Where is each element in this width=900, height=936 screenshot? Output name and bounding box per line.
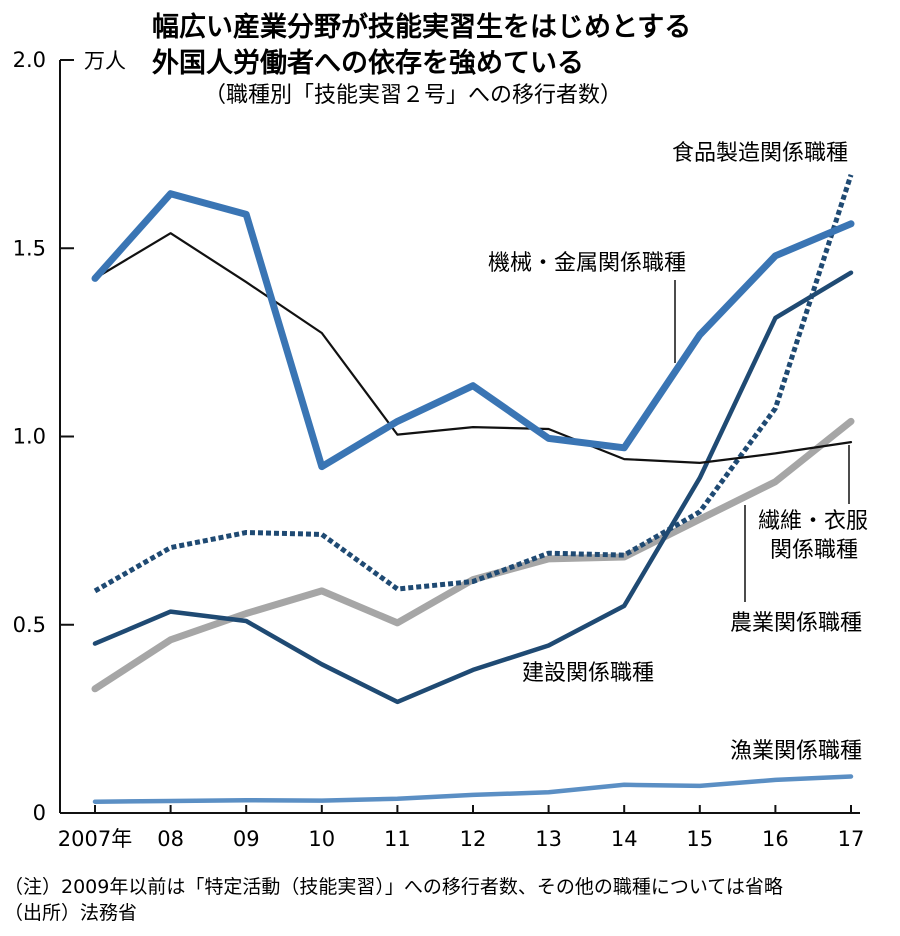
x-tick-label-9: 16 xyxy=(762,827,789,851)
chart-subtitle: （職種別「技能実習２号」への移行者数） xyxy=(204,83,622,108)
series-line-textile xyxy=(93,232,853,464)
series-line-fishery xyxy=(92,774,854,804)
y-unit-label: 万人 xyxy=(84,49,126,73)
x-tick-label-7: 14 xyxy=(611,827,638,851)
x-tick-label-2: 09 xyxy=(233,827,260,851)
series-line-machinery xyxy=(91,190,855,471)
x-tick-label-8: 15 xyxy=(686,827,713,851)
x-tick-label-4: 11 xyxy=(384,827,411,851)
chart-title-line-1: 幅広い産業分野が技能実習生をはじめとする xyxy=(152,11,691,43)
x-tick-label-6: 13 xyxy=(535,827,562,851)
series-label-textile-line-1: 繊維・衣服 xyxy=(758,509,868,534)
series-label-fishery: 漁業関係職種 xyxy=(730,739,862,764)
source-caption: （出所）法務省 xyxy=(4,902,137,924)
y-tick-label-1: 0.5 xyxy=(13,613,46,637)
series-line-food xyxy=(93,174,854,594)
series-label-food: 食品製造関係職種 xyxy=(672,141,848,166)
y-tick-label-3: 1.5 xyxy=(13,236,46,260)
y-tick-label-4: 2.0 xyxy=(13,48,46,72)
x-tick-label-5: 12 xyxy=(460,827,487,851)
x-tick-label-3: 10 xyxy=(308,827,335,851)
series-label-construction: 建設関係職種 xyxy=(522,661,654,686)
y-axis-ticks: 0 0.5 1.0 1.5 2.0 xyxy=(13,48,74,825)
series-label-textile-line-2: 関係職種 xyxy=(770,538,858,563)
x-tick-label-1: 08 xyxy=(157,827,184,851)
series-label-agriculture: 農業関係職種 xyxy=(730,611,862,636)
series-lines xyxy=(91,174,855,804)
series-label-machinery: 機械・金属関係職種 xyxy=(488,251,686,276)
series-line-construction xyxy=(92,270,854,705)
y-tick-label-0: 0 xyxy=(33,801,46,825)
y-tick-label-2: 1.0 xyxy=(13,425,46,449)
x-tick-label-10: 17 xyxy=(838,827,865,851)
x-tick-label-0: 2007年 xyxy=(58,827,132,851)
chart-title-line-2: 外国人労働者への依存を強めている xyxy=(152,48,584,79)
x-axis-ticks: 2007年 08 09 10 11 12 13 14 15 16 17 xyxy=(58,805,865,851)
note-caption: （注）2009年以前は「特定活動（技能実習）」への移行者数、その他の職種について… xyxy=(4,876,783,898)
